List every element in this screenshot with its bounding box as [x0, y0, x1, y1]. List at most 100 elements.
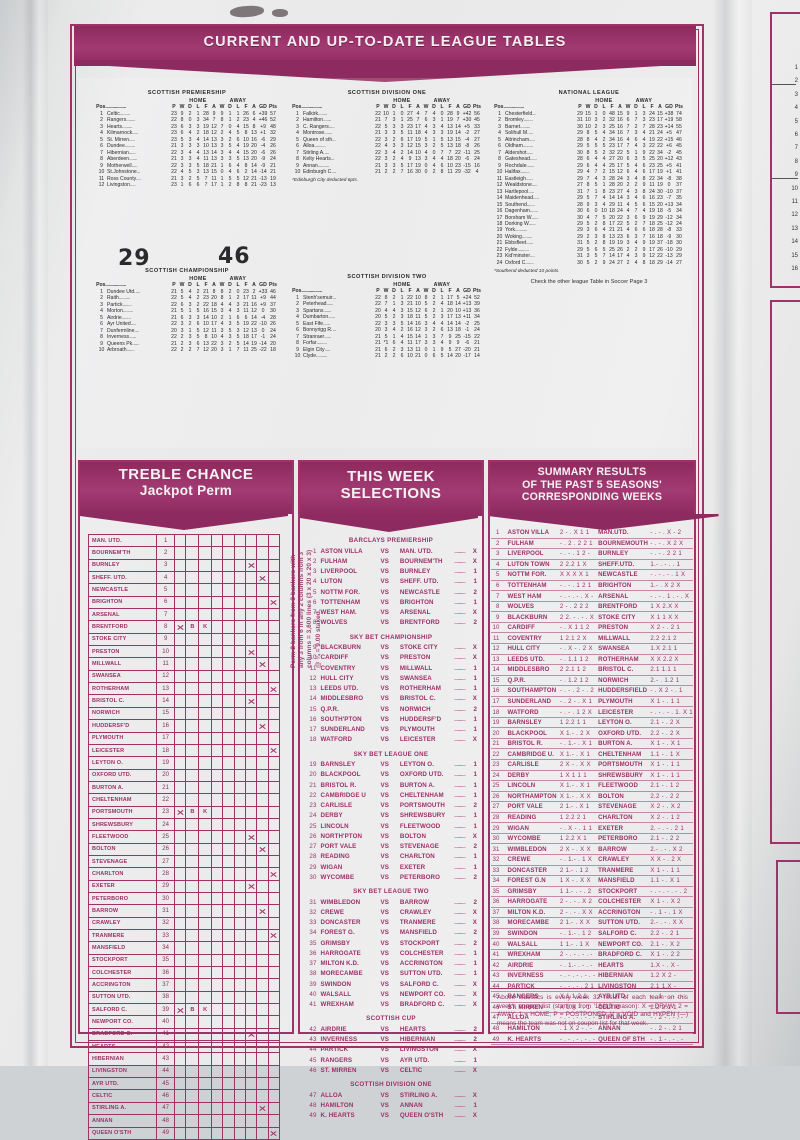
treble-chance-cell[interactable] — [256, 805, 269, 819]
treble-chance-cell[interactable] — [244, 780, 258, 795]
treble-chance-cell[interactable] — [256, 632, 269, 647]
treble-chance-cell[interactable] — [174, 756, 187, 770]
treble-chance-cell[interactable] — [185, 891, 200, 906]
treble-chance-cell[interactable] — [185, 793, 200, 807]
treble-chance-cell[interactable] — [198, 571, 213, 585]
treble-chance-cell[interactable] — [222, 756, 235, 770]
treble-chance-cell[interactable] — [211, 731, 224, 745]
treble-chance-cell[interactable] — [211, 1040, 224, 1054]
treble-chance-cell[interactable] — [244, 867, 258, 881]
treble-chance-row[interactable]: ROTHERHAM 13 — [87, 682, 281, 696]
treble-chance-cell[interactable] — [256, 1126, 269, 1140]
treble-chance-cell[interactable] — [198, 558, 213, 573]
treble-chance-cell[interactable] — [222, 768, 235, 782]
treble-chance-cell[interactable] — [211, 743, 224, 758]
treble-chance-cell[interactable] — [267, 1027, 281, 1042]
treble-chance-row[interactable]: BOLTON 26 — [87, 842, 281, 856]
treble-chance-row[interactable]: SHEFF. UTD. 4 — [87, 571, 281, 585]
treble-chance-cell[interactable] — [174, 645, 187, 659]
treble-chance-cell[interactable] — [256, 533, 269, 548]
treble-chance-cell[interactable] — [198, 879, 213, 893]
treble-chance-cell[interactable] — [233, 1114, 247, 1128]
treble-chance-cell[interactable] — [222, 1101, 235, 1116]
treble-chance-cell[interactable] — [256, 583, 269, 597]
treble-chance-cell[interactable] — [185, 780, 200, 795]
treble-chance-cell[interactable] — [174, 916, 187, 931]
treble-chance-cell[interactable] — [174, 706, 187, 721]
treble-chance-cell[interactable] — [174, 571, 187, 585]
treble-chance-cell[interactable] — [222, 1126, 235, 1140]
treble-chance-cell[interactable] — [222, 546, 235, 560]
treble-chance-cell[interactable] — [198, 916, 213, 931]
treble-chance-cell[interactable] — [174, 632, 187, 647]
treble-chance-cell[interactable] — [267, 830, 281, 844]
treble-chance-cell[interactable] — [233, 546, 247, 560]
treble-chance-cell[interactable] — [211, 669, 224, 684]
treble-chance-cell[interactable] — [267, 731, 281, 745]
treble-chance-cell[interactable] — [198, 867, 213, 881]
treble-chance-cell[interactable] — [185, 645, 200, 659]
treble-chance-cell[interactable] — [198, 1052, 213, 1066]
treble-chance-cell[interactable] — [233, 731, 247, 745]
treble-chance-cell[interactable] — [256, 1101, 269, 1116]
treble-chance-cell[interactable] — [244, 595, 258, 610]
treble-chance-cell[interactable] — [174, 879, 187, 893]
treble-chance-cell[interactable] — [198, 1101, 213, 1116]
treble-chance-cell[interactable] — [244, 1077, 258, 1091]
treble-chance-cell[interactable] — [233, 854, 247, 869]
treble-chance-cell[interactable] — [267, 817, 281, 832]
treble-chance-cell[interactable] — [174, 1089, 187, 1103]
treble-chance-cell[interactable] — [211, 1089, 224, 1103]
treble-chance-cell[interactable] — [211, 608, 224, 622]
treble-chance-row[interactable]: CRAWLEY 32 — [87, 916, 281, 931]
treble-chance-cell[interactable] — [233, 891, 247, 906]
treble-chance-cell[interactable] — [211, 1114, 224, 1128]
treble-chance-cell[interactable] — [222, 867, 235, 881]
treble-chance-cell[interactable] — [211, 583, 224, 597]
treble-chance-cell[interactable] — [222, 1077, 235, 1091]
treble-chance-row[interactable]: STOKE CITY 9 — [87, 632, 281, 647]
treble-chance-row[interactable]: BARROW 31 — [87, 904, 281, 918]
treble-chance-row[interactable]: FLEETWOOD 25 — [87, 830, 281, 844]
treble-chance-cell[interactable] — [198, 1015, 213, 1029]
treble-chance-cell[interactable] — [244, 793, 258, 807]
treble-chance-cell[interactable] — [222, 830, 235, 844]
treble-chance-cell[interactable] — [174, 941, 187, 955]
treble-chance-cell[interactable] — [256, 842, 269, 856]
treble-chance-cell[interactable] — [174, 595, 187, 610]
treble-chance-row[interactable]: HIBERNIAN 43 — [87, 1052, 281, 1066]
treble-chance-cell[interactable] — [256, 768, 269, 782]
treble-chance-cell[interactable] — [222, 1015, 235, 1029]
treble-chance-cell[interactable] — [233, 780, 247, 795]
treble-chance-cell[interactable] — [256, 990, 269, 1005]
treble-chance-cell[interactable] — [267, 1089, 281, 1103]
treble-chance-cell[interactable] — [233, 1015, 247, 1029]
treble-chance-cell[interactable] — [233, 669, 247, 684]
treble-chance-cell[interactable] — [267, 595, 281, 610]
treble-chance-cell[interactable] — [185, 966, 200, 980]
treble-chance-cell[interactable] — [222, 608, 235, 622]
treble-chance-cell[interactable] — [222, 916, 235, 931]
treble-chance-cell[interactable] — [222, 941, 235, 955]
treble-chance-cell[interactable] — [256, 719, 269, 733]
treble-chance-cell[interactable] — [185, 1089, 200, 1103]
treble-chance-cell[interactable] — [256, 830, 269, 844]
treble-chance-cell[interactable] — [256, 867, 269, 881]
treble-chance-cell[interactable] — [244, 916, 258, 931]
treble-chance-row[interactable]: PETERBORO 30 — [87, 891, 281, 906]
treble-chance-cell[interactable] — [233, 571, 247, 585]
treble-chance-cell[interactable] — [233, 966, 247, 980]
treble-chance-row[interactable]: HEARTS 42 — [87, 1040, 281, 1054]
treble-chance-cell[interactable] — [174, 1077, 187, 1091]
treble-chance-cell[interactable] — [244, 768, 258, 782]
treble-chance-cell[interactable] — [198, 632, 213, 647]
treble-chance-cell[interactable] — [185, 682, 200, 696]
treble-chance-cell[interactable] — [233, 879, 247, 893]
treble-chance-row[interactable]: MILLWALL 11 — [87, 657, 281, 671]
treble-chance-cell[interactable] — [233, 533, 247, 548]
treble-chance-cell[interactable] — [256, 928, 269, 943]
treble-chance-row[interactable]: TRANMERE 33 — [87, 928, 281, 943]
treble-chance-cell[interactable] — [211, 916, 224, 931]
treble-chance-cell[interactable] — [211, 830, 224, 844]
treble-chance-cell[interactable] — [174, 682, 187, 696]
